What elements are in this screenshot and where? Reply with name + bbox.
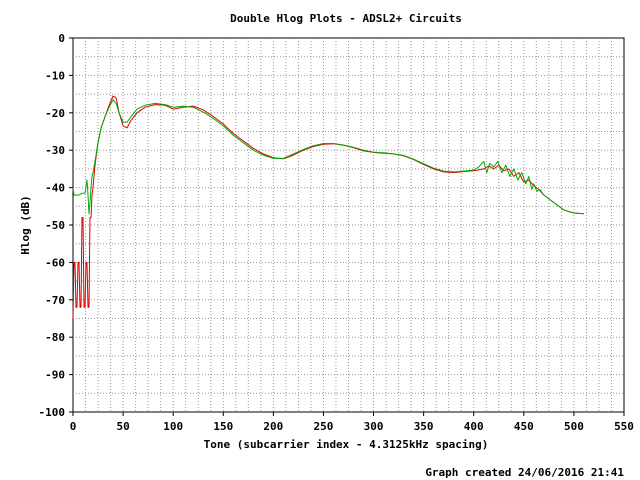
x-tick-label: 450 <box>514 420 534 433</box>
series-line-2 <box>72 99 584 215</box>
y-tick-label: -90 <box>45 369 65 382</box>
grid <box>73 38 624 412</box>
x-tick-label: 0 <box>70 420 77 433</box>
x-tick-label: 100 <box>163 420 183 433</box>
y-axis: 0 -10 -20 -30 -40 -50 -60 -70 -80 -90 -100 <box>39 32 73 419</box>
x-axis-label: Tone (subcarrier index - 4.3125kHz spaci… <box>204 438 489 451</box>
chart-title: Double Hlog Plots - ADSL2+ Circuits <box>230 12 462 25</box>
y-tick-label: -100 <box>39 406 66 419</box>
y-tick-label: -70 <box>45 294 65 307</box>
x-tick-label: 500 <box>564 420 584 433</box>
y-tick-label: -80 <box>45 331 65 344</box>
x-tick-label: 550 <box>614 420 634 433</box>
y-tick-label: -50 <box>45 219 65 232</box>
x-axis: 0 50 100 150 200 250 300 350 400 450 500 550 <box>70 412 634 433</box>
graph-created-note: Graph created 24/06/2016 21:41 <box>425 466 624 479</box>
y-tick-label: -30 <box>45 144 65 157</box>
y-tick-label: -20 <box>45 107 65 120</box>
series-layer <box>72 95 584 319</box>
series-line-1 <box>72 95 584 319</box>
x-tick-label: 150 <box>213 420 233 433</box>
x-tick-label: 400 <box>464 420 484 433</box>
x-tick-label: 250 <box>314 420 334 433</box>
x-tick-label: 200 <box>263 420 283 433</box>
x-tick-label: 300 <box>364 420 384 433</box>
x-tick-label: 350 <box>414 420 434 433</box>
y-tick-label: -40 <box>45 182 65 195</box>
y-tick-label: -60 <box>45 256 65 269</box>
x-tick-label: 50 <box>116 420 129 433</box>
y-tick-label: 0 <box>58 32 65 45</box>
y-axis-label: Hlog (dB) <box>19 195 32 255</box>
y-tick-label: -10 <box>45 69 65 82</box>
